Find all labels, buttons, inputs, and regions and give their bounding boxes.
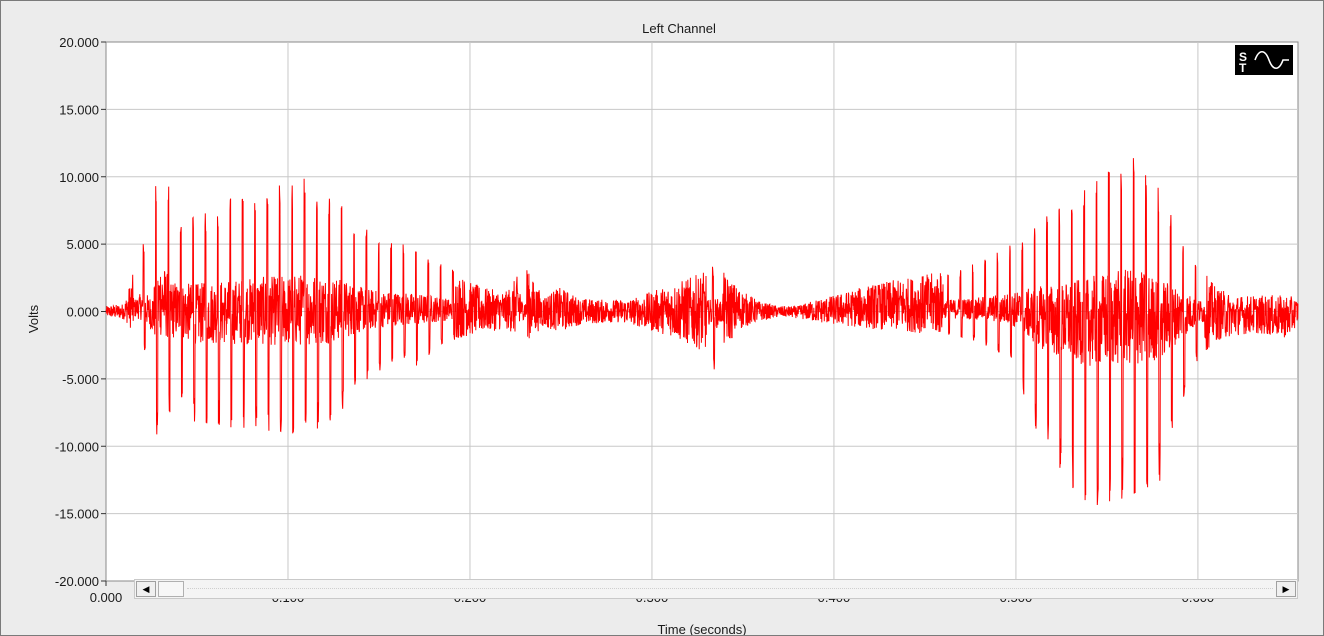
scrollbar-thumb[interactable] xyxy=(158,581,184,597)
scope-mode-icon[interactable]: S T xyxy=(1235,45,1293,75)
svg-text:S: S xyxy=(1239,50,1247,64)
scroll-left-button[interactable]: ◀ xyxy=(136,581,156,597)
scroll-right-button[interactable]: ▶ xyxy=(1276,581,1296,597)
y-tick-label: 15.000 xyxy=(59,102,99,117)
y-tick-label: -5.000 xyxy=(62,372,99,387)
horizontal-scrollbar[interactable]: ◀ ▶ xyxy=(134,579,1298,599)
sine-wave-icon: S T xyxy=(1239,50,1289,75)
x-tick-label: 0.000 xyxy=(90,590,123,605)
y-axis: 20.000 15.000 10.000 5.000 0.000 -5.000 -10.00… xyxy=(55,35,106,589)
y-axis-title: Volts xyxy=(26,304,41,333)
signal-layer xyxy=(105,158,1299,506)
scrollbar-track[interactable] xyxy=(187,588,1273,591)
y-tick-label: 0.000 xyxy=(66,305,99,320)
x-axis-title: Time (seconds) xyxy=(657,622,746,635)
y-tick-label: -10.000 xyxy=(55,439,99,454)
chart-title: Left Channel xyxy=(642,21,716,36)
signal-series-line xyxy=(105,158,1299,506)
y-tick-label: 20.000 xyxy=(59,35,99,50)
y-tick-label: -20.000 xyxy=(55,574,99,589)
y-tick-label: -15.000 xyxy=(55,507,99,522)
svg-text:T: T xyxy=(1239,61,1247,75)
y-tick-label: 5.000 xyxy=(66,237,99,252)
y-tick-label: 10.000 xyxy=(59,170,99,185)
